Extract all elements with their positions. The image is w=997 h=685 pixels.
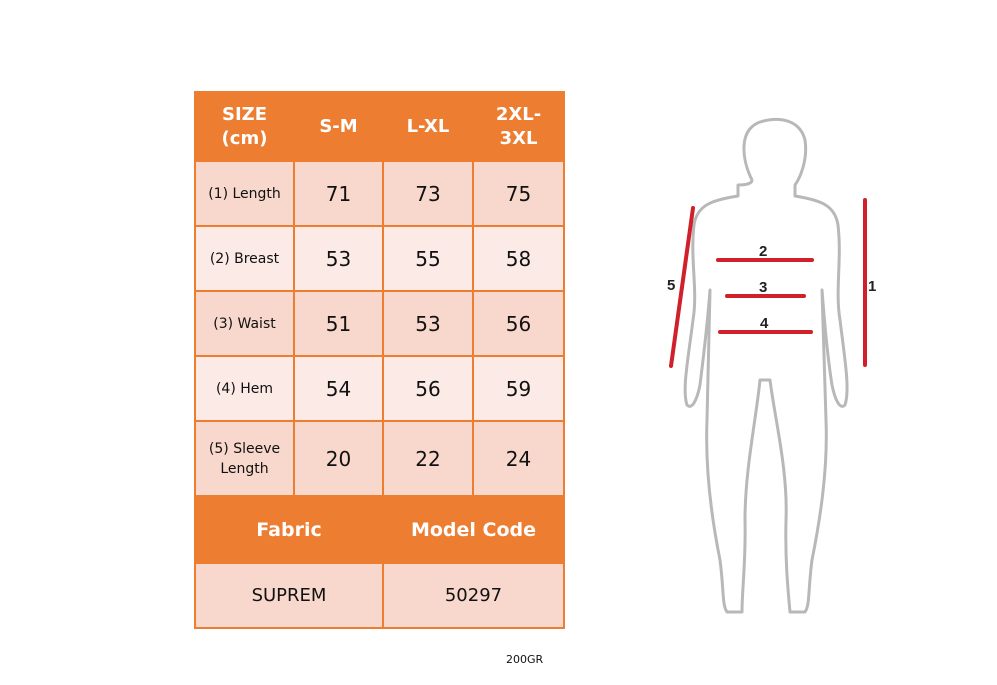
table-row: (4) Hem 54 56 59 [194,355,565,422]
cell: 73 [382,160,474,227]
header-2xl-3xl-label: 2XL-3XL [495,103,542,149]
measure-labels: 1 2 3 4 5 [667,243,876,332]
measure-label-5: 5 [667,277,675,294]
cell: 55 [382,225,474,292]
cell: 56 [382,355,474,422]
table-row: (1) Length 71 73 75 [194,160,565,227]
cell: 56 [472,290,565,357]
cell: 20 [293,420,384,497]
measure-label-1: 1 [868,278,876,295]
header-size-line1: SIZE [221,103,267,125]
row-label-line2: Length [220,460,269,477]
measure-lines [669,198,867,368]
cell: 53 [382,290,474,357]
table-row: (2) Breast 53 55 58 [194,225,565,292]
measure-line-5 [669,206,695,368]
model-code-label: Model Code [382,495,565,564]
body-outline [683,117,849,614]
fabric-value: SUPREM [194,562,384,629]
cell: 75 [472,160,565,227]
size-chart-table: SIZE (cm) S-M L-XL 2XL-3XL (1) Length 71 … [194,91,565,629]
row-label: (4) Hem [194,355,295,422]
measure-label-2: 2 [759,243,767,260]
cell: 54 [293,355,384,422]
table-row: (5) Sleeve Length 20 22 24 [194,420,565,497]
row-label: (3) Waist [194,290,295,357]
cell: 59 [472,355,565,422]
header-row: SIZE (cm) S-M L-XL 2XL-3XL [194,91,565,162]
measure-label-4: 4 [760,315,769,332]
fabric-value-row: SUPREM 50297 [194,562,565,629]
header-2xl-3xl: 2XL-3XL [472,91,565,162]
header-size-line2: (cm) [221,127,268,149]
fabric-header-row: Fabric Model Code [194,495,565,564]
cell: 51 [293,290,384,357]
fabric-label: Fabric [194,495,384,564]
cell: 58 [472,225,565,292]
row-label: (2) Breast [194,225,295,292]
body-silhouette [683,117,849,614]
row-label: (1) Length [194,160,295,227]
weight-note: 200GR [506,653,544,666]
cell: 71 [293,160,384,227]
model-code-value: 50297 [382,562,565,629]
cell: 22 [382,420,474,497]
header-size: SIZE (cm) [194,91,295,162]
cell: 53 [293,225,384,292]
row-label-line1: (5) Sleeve [208,440,281,457]
header-l-xl: L-XL [382,91,474,162]
header-s-m: S-M [293,91,384,162]
cell: 24 [472,420,565,497]
row-label: (5) Sleeve Length [194,420,295,497]
measure-label-3: 3 [759,279,767,296]
body-measurement-diagram: 1 2 3 4 5 [667,117,876,614]
table-row: (3) Waist 51 53 56 [194,290,565,357]
